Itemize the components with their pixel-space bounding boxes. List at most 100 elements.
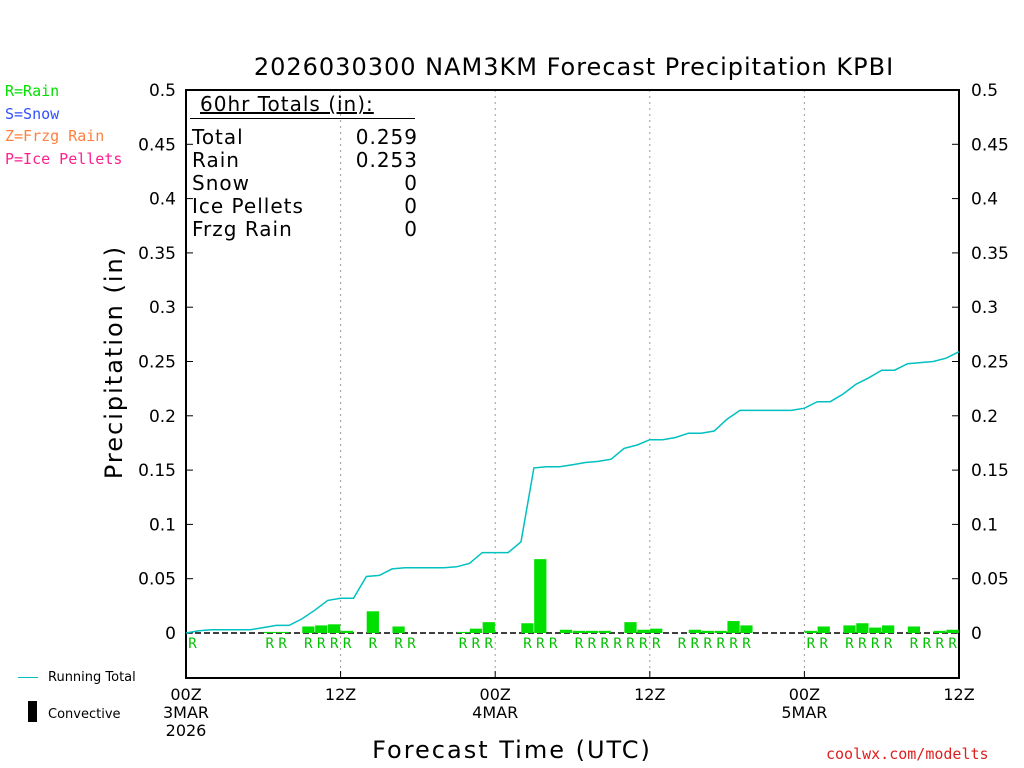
y-tick-label: 0.4 [149,190,176,210]
totals-row-value: 0.259 [355,125,418,149]
precip-bar [856,623,869,633]
rain-marker: R [910,636,919,652]
y-tick-label: 0.3 [149,298,176,318]
rain-marker: R [639,636,648,652]
totals-underline [190,118,415,119]
totals-row-label: Total [192,125,244,149]
totals-row-label: Rain [192,148,240,172]
rain-marker: R [884,636,893,652]
x-tick-label: 12Z [943,685,974,704]
y-tick-label: 0.35 [971,244,1009,264]
precip-bar [534,559,547,633]
totals-row-value: 0 [404,194,418,218]
rain-marker: R [266,636,275,652]
convective-swatch [28,701,37,722]
legend-ice-pellets: P=Ice Pellets [5,150,123,168]
precip-bar [392,626,405,633]
precip-bar [650,628,663,633]
rain-marker: R [575,636,584,652]
rain-marker: R [536,636,545,652]
rain-marker: R [278,636,287,652]
totals-row-label: Ice Pellets [192,194,304,218]
credit-text[interactable]: coolwx.com/modelts [826,745,989,763]
rain-marker: R [948,636,957,652]
rain-marker: R [716,636,725,652]
precip-bar [624,622,637,633]
precip-bar [688,629,702,633]
y-axis-right: 0 0.05 0.1 0.15 0.2 0.25 0.3 0.35 0.4 0.45 0.5 [952,81,1009,644]
precip-bar [701,630,714,633]
plot-frame [185,89,960,679]
rain-marker: R [330,636,339,652]
y-tick-label: 0.4 [971,190,998,210]
y-tick-label: 0.2 [971,407,998,427]
precip-bar [585,630,598,633]
y-tick-label: 0.5 [971,81,998,101]
rain-marker: R [317,636,326,652]
rain-marker: R [588,636,597,652]
y-tick-label: 0.15 [971,461,1009,481]
rain-marker: R [845,636,854,652]
totals-row-value: 0 [404,217,418,241]
rain-marker: R [871,636,880,652]
y-tick-label: 0 [971,624,982,644]
running-total-swatch [18,677,38,678]
precip-bar [637,629,650,633]
precip-bar [933,630,946,633]
legend-running-total: Running Total [48,670,136,685]
rain-marker: R [729,636,738,652]
y-tick-label: 0.1 [971,515,998,535]
y-tick-label: 0.3 [971,298,998,318]
y-tick-label: 0.2 [149,407,176,427]
precip-bar [302,626,315,633]
rain-marker: R [407,636,416,652]
rain-marker: R [188,636,197,652]
x-tick-label: 3MAR [163,703,209,722]
precip-bar [598,630,611,633]
y-tick-label: 0.45 [971,135,1009,155]
y-tick-label: 0.05 [138,570,176,590]
precip-bar [882,625,895,633]
y-tick-label: 0.1 [149,515,176,535]
x-tick-label: 12Z [634,685,665,704]
totals-row-label: Frzg Rain [192,217,293,241]
rain-marker: R [304,636,313,652]
x-tick-label: 5MAR [781,703,827,722]
precip-bar [559,629,573,633]
precip-bar [340,630,354,633]
y-tick-label: 0.5 [149,81,176,101]
grid-lines [340,90,805,678]
precip-bar [817,626,830,633]
rain-marker: R [472,636,481,652]
x-tick-label: 2026 [166,721,207,740]
precip-bars [263,559,959,633]
rain-marker: R [923,636,932,652]
rain-marker: R [485,636,494,652]
precip-bar [366,611,379,633]
rain-marker: R [459,636,468,652]
y-axis-label: Precipitation (in) [100,245,128,479]
y-tick-label: 0.25 [138,353,176,373]
legend-frzg-rain: Z=Frzg Rain [5,127,105,145]
rain-marker: R [935,636,944,652]
rain-marker: R [613,636,622,652]
precip-bar [482,622,495,633]
x-tick-label: 00Z [789,685,820,704]
precip-bar [740,625,753,633]
chart-title: 2026030300 NAM3KM Forecast Precipitation… [254,53,894,81]
y-axis-left: 0 0.05 0.1 0.15 0.2 0.25 0.3 0.35 0.4 0.45 0.5 [138,81,193,644]
precip-bar [263,631,276,633]
legend-convective: Convective [48,707,121,722]
rain-marker: R [678,636,687,652]
precip-bar [714,630,727,633]
running-total-line [185,351,960,634]
precip-bar [869,627,882,633]
y-tick-label: 0.25 [971,353,1009,373]
rain-marker: R [343,636,352,652]
totals-row-value: 0 [404,171,418,195]
rain-marker: R [704,636,713,652]
totals-row-label: Snow [192,171,250,195]
y-tick-label: 0 [165,624,176,644]
